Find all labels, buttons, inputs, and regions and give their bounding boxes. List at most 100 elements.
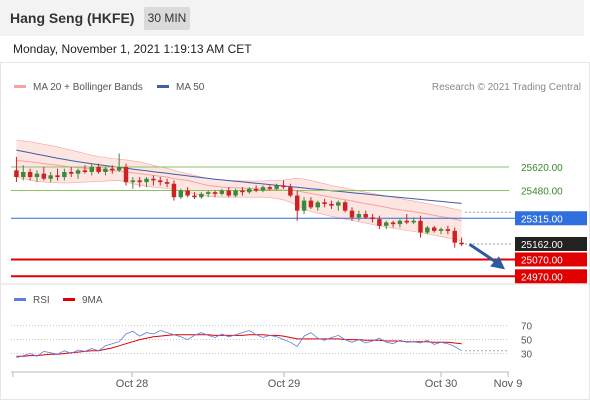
level-badge-4 <box>515 252 587 267</box>
candle-body-36 <box>260 187 266 191</box>
candle-body-26 <box>192 195 197 198</box>
datetime-label: Monday, November 1, 2021 1:19:13 AM CET <box>13 42 252 56</box>
forecast-arrow-head <box>490 256 505 270</box>
legend-swatch-ma20 <box>14 85 26 88</box>
candle-body-31 <box>226 190 231 196</box>
candle-body-21 <box>158 180 163 183</box>
legend-label-rsi: RSI <box>33 295 50 306</box>
bollinger-lower-line <box>16 176 462 242</box>
candle-body-65 <box>459 242 464 245</box>
candle-body-64 <box>452 230 457 243</box>
legend-label-9ma: 9MA <box>82 295 103 306</box>
candle-body-32 <box>233 190 238 196</box>
candle-body-39 <box>281 185 286 188</box>
ma50-line <box>16 149 462 204</box>
candle-body-13 <box>103 168 108 172</box>
candle-body-29 <box>212 192 218 194</box>
candle-body-49 <box>349 210 355 218</box>
x-tick-label-2: Oct 30 <box>425 378 457 390</box>
copyright-notice: Research © 2021 Trading Central <box>432 82 581 93</box>
candle-body-11 <box>89 166 94 172</box>
candle-body-15 <box>116 166 122 171</box>
candle-body-46 <box>329 203 334 206</box>
x-tick-label-3: Nov 9 <box>494 378 523 390</box>
candle-body-2 <box>27 172 33 178</box>
candle-body-48 <box>342 202 348 211</box>
level-label-3: 25162.00 <box>521 240 563 251</box>
level-label-1: 25480.00 <box>521 187 563 198</box>
level-badge-5 <box>515 269 587 284</box>
candle-body-22 <box>164 182 170 184</box>
candle-body-8 <box>68 172 74 174</box>
candle-body-30 <box>219 190 225 194</box>
candle-body-57 <box>404 220 410 223</box>
candle-body-23 <box>171 183 177 198</box>
forecast-arrow-shaft <box>468 243 496 263</box>
x-tick-label-0: Oct 28 <box>116 378 148 390</box>
level-label-2: 25315.00 <box>521 214 563 225</box>
candle-body-24 <box>178 190 184 198</box>
candle-body-25 <box>185 190 190 196</box>
level-badge-3 <box>515 236 587 251</box>
rsi-tick-label-1: 50 <box>521 336 533 347</box>
candle-body-60 <box>425 227 430 233</box>
timeframe-button[interactable]: 30 MIN <box>144 7 190 30</box>
candle-body-44 <box>315 202 320 208</box>
candle-body-56 <box>397 220 403 225</box>
candle-body-4 <box>41 173 47 179</box>
candle-body-19 <box>144 178 149 183</box>
candle-body-50 <box>356 214 362 218</box>
candle-body-63 <box>445 229 451 231</box>
candle-body-35 <box>253 188 259 191</box>
candle-body-10 <box>82 170 88 172</box>
candle-body-1 <box>21 172 26 178</box>
candle-body-38 <box>274 185 279 189</box>
rsi-tick-label-0: 70 <box>521 322 533 333</box>
candle-body-52 <box>370 217 375 220</box>
legend-swatch-ma50 <box>157 85 169 88</box>
header-bar: Hang Seng (HKFE) 30 MIN <box>0 0 584 36</box>
candle-body-20 <box>151 178 156 181</box>
chart-frame: MA 20 + Bollinger Bands MA 50 Research © 2… <box>0 62 590 400</box>
candle-body-0 <box>14 170 19 178</box>
price-chart: MA 20 + Bollinger Bands MA 50 Research © 2… <box>1 82 589 390</box>
legend-label-ma50: MA 50 <box>176 82 205 93</box>
candle-body-9 <box>75 170 81 174</box>
instrument-title: Hang Seng (HKFE) <box>10 10 135 26</box>
candle-body-33 <box>240 190 245 193</box>
candle-body-17 <box>130 180 136 183</box>
candle-body-41 <box>294 195 300 211</box>
candle-body-62 <box>438 229 444 231</box>
candle-body-18 <box>137 180 142 183</box>
candle-body-61 <box>431 227 437 231</box>
level-label-5: 24970.00 <box>521 272 563 283</box>
x-tick-label-1: Oct 29 <box>268 378 300 390</box>
candle-body-53 <box>377 219 382 226</box>
candle-body-14 <box>110 168 115 171</box>
level-label-0: 25620.00 <box>521 163 563 174</box>
legend-label-ma20: MA 20 + Bollinger Bands <box>33 82 143 93</box>
rsi-ma-line <box>16 334 462 357</box>
candle-body-55 <box>390 222 396 225</box>
candle-body-5 <box>48 175 53 179</box>
candle-body-6 <box>55 175 60 178</box>
candle-body-34 <box>247 188 252 193</box>
candle-body-59 <box>418 220 423 233</box>
candle-body-27 <box>199 193 204 198</box>
level-badge-2 <box>515 211 587 226</box>
candle-body-43 <box>308 200 314 208</box>
candle-body-47 <box>336 202 341 206</box>
rsi-line <box>16 330 462 359</box>
candle-body-16 <box>123 166 129 183</box>
candle-body-37 <box>267 187 273 189</box>
candle-body-3 <box>34 173 40 178</box>
rsi-tick-label-2: 30 <box>521 350 533 361</box>
candle-body-54 <box>384 222 389 226</box>
candle-body-51 <box>363 214 368 218</box>
candle-body-7 <box>62 172 67 178</box>
level-label-4: 25070.00 <box>521 255 563 266</box>
candle-body-12 <box>96 166 101 172</box>
candle-body-58 <box>411 220 416 223</box>
candle-body-28 <box>205 192 211 194</box>
candle-body-42 <box>301 200 307 211</box>
